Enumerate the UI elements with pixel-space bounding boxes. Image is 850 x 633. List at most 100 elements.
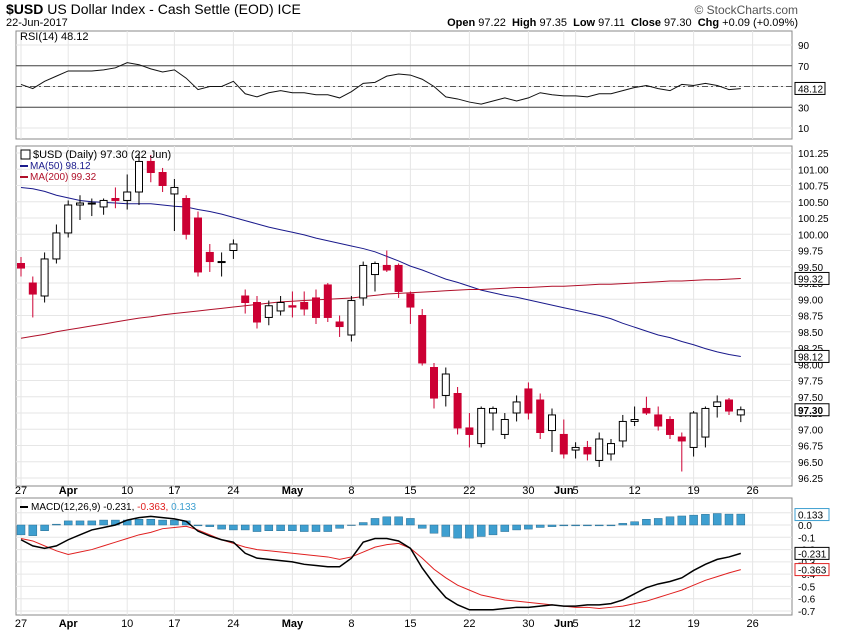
macd-histogram-bar <box>417 524 427 529</box>
macd-line <box>20 515 742 611</box>
x-axis-label-bottom: 26 <box>746 618 758 630</box>
x-axis-label-bottom: 10 <box>121 618 133 630</box>
macd-histogram-bar <box>594 524 604 527</box>
candle-body <box>559 433 568 455</box>
macd-histogram-bar <box>618 523 628 526</box>
x-axis-label-top: 15 <box>404 485 416 497</box>
macd-histogram-bar <box>170 519 179 526</box>
symbol: $USD <box>6 1 44 17</box>
price-tick-label: 96.50 <box>798 458 823 469</box>
candle-body <box>418 315 427 364</box>
macd-tick-label: 0.0 <box>798 521 812 532</box>
candle-body <box>477 407 486 445</box>
price-tick-label: 100.25 <box>798 214 829 225</box>
candle-body <box>347 300 356 336</box>
x-axis-label-top: 30 <box>522 485 534 497</box>
macd-tick-label: -0.5 <box>798 582 816 593</box>
candle-body <box>158 172 167 186</box>
candle-body <box>87 202 96 205</box>
macd-histogram-bar <box>382 516 392 526</box>
ma200-badge-text: 99.32 <box>798 274 823 285</box>
macd-histogram-bar <box>724 513 734 526</box>
close-badge-text: 97.30 <box>798 406 823 417</box>
rsi-tick-label: 30 <box>798 103 810 114</box>
macd-histogram-bar <box>500 524 510 532</box>
price-tick-label: 97.75 <box>798 377 823 388</box>
ma50-badge <box>794 349 830 363</box>
close-badge <box>794 403 830 417</box>
chart-date: 22-Jun-2017 <box>6 17 68 29</box>
candle-body <box>666 419 674 435</box>
open-label: Open <box>447 17 476 29</box>
macd-hist-badge-text: 0.133 <box>798 511 823 522</box>
macd-histogram-bar <box>677 515 687 526</box>
ma50-badge-text: 98.12 <box>798 352 823 363</box>
candle-body <box>371 263 379 276</box>
candle-body <box>595 438 604 461</box>
x-axis-label-top: 19 <box>687 485 699 497</box>
x-axis-label-top: Apr <box>59 485 79 497</box>
candle-body <box>335 321 344 328</box>
candle-body <box>430 367 438 399</box>
macd-histogram-bar <box>547 524 557 527</box>
price-tick-label: 99.75 <box>798 247 823 258</box>
macd-legend-part: -0.363, <box>137 502 171 513</box>
macd-histogram-bar <box>335 524 344 529</box>
macd-histogram-bar <box>406 518 415 526</box>
x-axis-label-top: 27 <box>15 485 27 497</box>
candle-body <box>536 399 545 433</box>
rsi-value-badge <box>794 81 826 95</box>
close-label: Close <box>631 17 661 29</box>
candle-body <box>725 399 733 412</box>
x-axis-label-bottom: 12 <box>628 618 640 630</box>
macd-histogram-bar <box>347 524 356 526</box>
macd-histogram-bar <box>453 524 462 539</box>
x-axis-label-top: 26 <box>746 485 758 497</box>
macd-histogram-bar <box>512 524 521 531</box>
x-axis-label-bottom: 22 <box>463 618 475 630</box>
macd-histogram-bar <box>630 521 639 526</box>
high-value: 97.35 <box>539 17 567 29</box>
macd-histogram-bar <box>276 524 285 531</box>
ohlc-summary: Open 97.22 High 97.35 Low 97.11 Close 97… <box>447 17 798 29</box>
candle-body <box>17 263 25 269</box>
macd-histogram-bar <box>488 524 498 536</box>
macd-histogram-bar <box>665 516 675 526</box>
ma200-badge <box>794 271 830 285</box>
macd-histogram-bar <box>571 524 580 527</box>
x-axis-label-top: May <box>282 485 304 497</box>
x-axis-label-top: 10 <box>121 485 133 497</box>
x-axis-label-bottom: 30 <box>522 618 534 630</box>
macd-panel-frame <box>15 497 793 616</box>
price-tick-label: 101.25 <box>798 149 829 160</box>
macd-histogram-bar <box>146 519 156 526</box>
macd-signal-badge <box>794 563 830 577</box>
x-axis-label-top: 17 <box>168 485 180 497</box>
macd-histogram-bar <box>323 524 333 532</box>
candle-body <box>229 243 238 251</box>
x-axis-label-bottom: 27 <box>15 618 27 630</box>
macd-legend-part: -0.231, <box>103 502 137 513</box>
watermark: © StockCharts.com <box>694 3 798 17</box>
low-label: Low <box>573 17 596 29</box>
macd-histogram-bar <box>559 524 569 527</box>
macd-legend-part: 0.133 <box>171 502 196 513</box>
x-axis-label-top: 12 <box>628 485 640 497</box>
macd-histogram-bar <box>429 524 439 534</box>
macd-histogram-bar <box>240 524 250 531</box>
chart-header-title: $USD US Dollar Index - Cash Settle (EOD)… <box>6 1 301 17</box>
candle-body <box>194 217 202 273</box>
candle-body <box>288 305 297 308</box>
macd-histogram-bar <box>394 516 403 526</box>
candle-body <box>441 373 450 396</box>
rsi-tick-label: 10 <box>798 124 810 135</box>
candle-body <box>689 412 698 448</box>
macd-legend: MACD(12,26,9) -0.231, -0.363, 0.133 <box>31 502 197 513</box>
price-legend: $USD (Daily) 97.30 (22 Jun) <box>33 149 171 161</box>
candle-body <box>453 393 462 429</box>
price-tick-label: 101.00 <box>798 165 829 176</box>
macd-signal-badge-text: -0.363 <box>798 566 827 577</box>
price-tick-label: 98.50 <box>798 328 823 339</box>
macd-line-badge-text: -0.231 <box>798 549 827 560</box>
